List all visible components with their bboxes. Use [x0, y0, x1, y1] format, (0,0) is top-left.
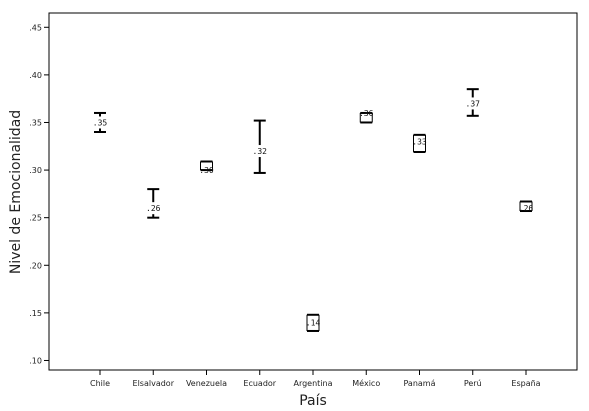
mean-data-label: .14 — [306, 318, 321, 327]
mean-data-label: .26 — [146, 204, 161, 213]
error-bar: .35 — [93, 111, 108, 133]
y-tick-label: .40 — [29, 71, 42, 80]
y-tick-label: .15 — [29, 309, 42, 318]
x-tick-label: Elsalvador — [133, 379, 175, 388]
mean-data-label: .36 — [359, 109, 374, 118]
mean-data-label: .32 — [253, 147, 268, 156]
x-axis-ticks: Chile Elsalvador Venezuela Ecuador Argentina… — [90, 370, 541, 388]
x-tick-label: España — [511, 379, 540, 388]
error-bar: .14 — [306, 313, 321, 332]
mean-data-label: .30 — [199, 166, 214, 175]
mean-data-label: .37 — [466, 99, 481, 108]
y-axis-title: Nivel de Emocionalidad — [8, 110, 24, 274]
x-tick-label: México — [352, 378, 380, 388]
x-tick-label: Ecuador — [243, 379, 276, 388]
error-bar: .30 — [199, 160, 214, 175]
x-tick-label: Perú — [464, 379, 482, 388]
y-tick-label: .35 — [29, 118, 42, 127]
y-tick-label: .10 — [29, 356, 42, 365]
mean-data-label: .35 — [93, 118, 108, 127]
y-tick-label: .20 — [29, 261, 42, 270]
error-bar: .26 — [146, 188, 161, 219]
mean-data-label: .33 — [412, 138, 427, 147]
x-tick-label: Argentina — [293, 379, 332, 388]
x-tick-label: Panamá — [403, 379, 435, 388]
x-tick-label: Venezuela — [186, 379, 227, 388]
error-bars: .35 .26 .30 .32 .14 .36 .33 .37 .26 — [93, 88, 534, 332]
y-tick-label: .45 — [29, 23, 42, 32]
error-bar: .37 — [466, 88, 481, 117]
error-bar: .36 — [359, 109, 374, 124]
y-axis-ticks: .10 .15 .20 .25 .30 .35 .40 .45 — [29, 23, 49, 365]
error-bar: .33 — [412, 133, 427, 153]
x-axis-title: País — [299, 393, 327, 409]
y-tick-label: .25 — [29, 214, 42, 223]
x-tick-label: Chile — [90, 379, 110, 388]
plot-area-frame — [48, 12, 578, 371]
error-bar: .26 — [519, 200, 534, 213]
error-bar: .32 — [253, 119, 268, 174]
y-tick-label: .30 — [29, 166, 42, 175]
mean-data-label: .26 — [519, 204, 534, 213]
